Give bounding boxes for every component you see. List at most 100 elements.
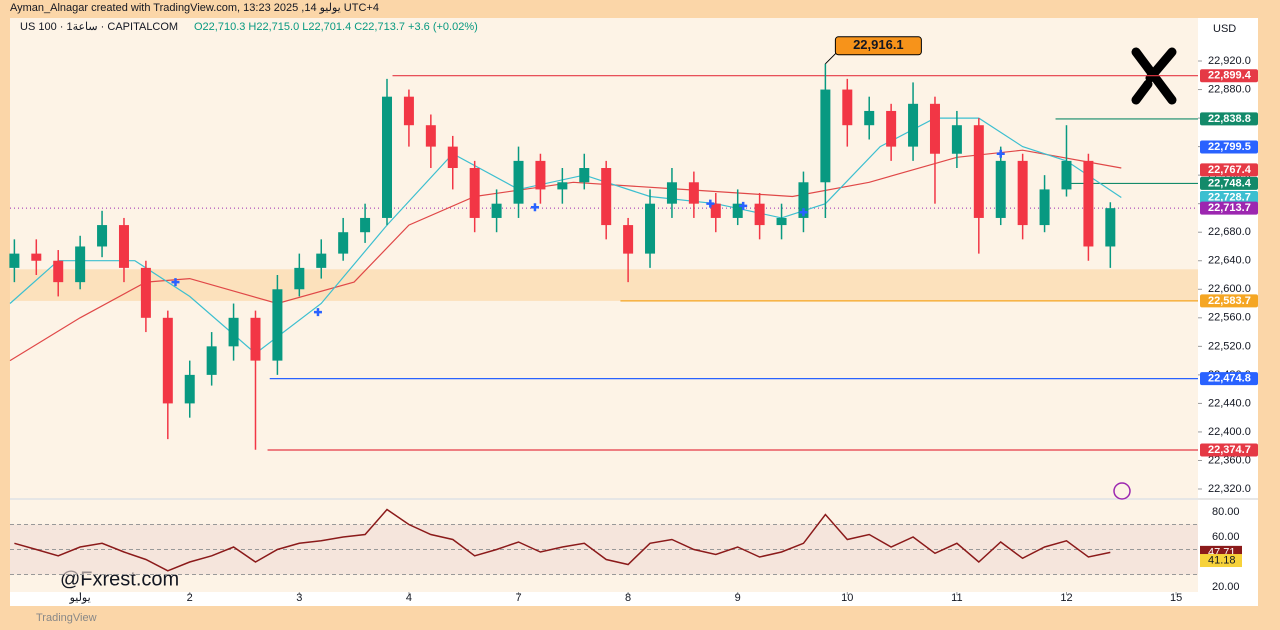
candle-body <box>645 203 656 254</box>
cross-marker <box>313 308 322 317</box>
candle-body <box>140 267 151 318</box>
rsi-tick-label: 20.00 <box>1212 581 1240 593</box>
candle-body <box>908 103 919 147</box>
candle-body <box>732 203 743 218</box>
candle-body <box>250 317 261 361</box>
candle-body <box>601 168 612 226</box>
icon <box>1113 482 1131 500</box>
candle-body <box>973 125 984 218</box>
y-tick-label: 22,600.0 <box>1208 283 1251 295</box>
candle-body <box>53 260 64 283</box>
candle-body <box>184 374 195 404</box>
price-tag <box>1200 140 1258 154</box>
price-tag <box>1200 201 1258 215</box>
candle-body <box>929 103 940 154</box>
y-tick-label: 22,880.0 <box>1208 83 1251 95</box>
footer: TradingView <box>36 612 97 624</box>
price-tag-label: 22,374.7 <box>1208 444 1251 456</box>
price-tag <box>1200 294 1258 308</box>
x-tick-label: يوليو <box>69 592 91 604</box>
candle-body <box>294 267 305 290</box>
rsi-line <box>14 508 1111 572</box>
cross-marker <box>706 199 715 208</box>
candle-body <box>842 89 853 126</box>
y-tick-label: 22,640.0 <box>1208 255 1251 267</box>
y-tick-label: 22,320.0 <box>1208 483 1251 495</box>
annotation-label: 22,916.1 <box>853 37 904 52</box>
cross-marker <box>171 278 180 287</box>
price-tag-label: 22,767.4 <box>1208 164 1252 176</box>
x-tick-label: 3 <box>296 592 302 604</box>
price-tag-label: 22,799.5 <box>1208 141 1251 153</box>
x-tick-label: 9 <box>735 592 741 604</box>
x-tick-label: 15 <box>1170 592 1182 604</box>
candle-body <box>710 203 721 218</box>
candle-body <box>557 182 568 190</box>
cross-marker <box>530 203 539 212</box>
x-tick-label: 10 <box>841 592 853 604</box>
x-tick-label: 8 <box>625 592 631 604</box>
candle-body <box>864 110 875 126</box>
price-tag-label: 22,728.7 <box>1208 191 1251 203</box>
candle-body <box>1017 160 1028 226</box>
candle-body <box>1039 189 1050 226</box>
candle-body <box>338 232 349 254</box>
candle-body <box>97 225 108 247</box>
candle-body <box>513 160 524 204</box>
candle-body <box>228 317 239 347</box>
candle-body <box>447 146 458 169</box>
candle-body <box>820 89 831 183</box>
x-tick-label: 12 <box>1060 592 1072 604</box>
candle-body <box>272 289 283 361</box>
candle-body <box>1083 160 1094 247</box>
y-tick-label: 22,560.0 <box>1208 312 1251 324</box>
y-tick-label: 22,680.0 <box>1208 226 1251 238</box>
candle-body <box>995 160 1006 218</box>
cross-marker <box>739 201 748 210</box>
rsi-ma-label: 41.18 <box>1208 554 1236 566</box>
candle-body <box>31 253 42 261</box>
annotation-box <box>834 36 922 56</box>
price-tag <box>1200 190 1258 204</box>
price-tag-label: 22,583.7 <box>1208 295 1251 307</box>
rsi-ma-tag <box>1200 554 1242 568</box>
y-tick-label: 22,440.0 <box>1208 397 1251 409</box>
y-tick-label: 22,400.0 <box>1208 426 1251 438</box>
candle-body <box>666 182 677 204</box>
candle-body <box>754 203 765 226</box>
price-tag <box>1200 112 1258 126</box>
candle-body <box>360 217 371 233</box>
rsi-tick-label: 80.00 <box>1212 506 1240 518</box>
x-tick-label: 11 <box>951 592 962 604</box>
price-tag-label: 22,838.8 <box>1208 113 1251 125</box>
price-tag-label: 22,474.8 <box>1208 372 1251 384</box>
price-tag <box>1200 163 1258 177</box>
candle-body <box>886 110 897 147</box>
candle-body <box>206 346 217 375</box>
candle-body <box>118 225 129 268</box>
rsi-tick-label: 60.00 <box>1212 531 1240 543</box>
ticker: US 100 · 1ساعة · CAPITALCOM <box>20 21 178 33</box>
ohlc: O22,710.3 H22,715.0 L22,701.4 C22,713.7 … <box>194 21 478 33</box>
price-tag <box>1200 176 1258 190</box>
main-pane <box>10 18 1198 498</box>
y-tick-label: 22,920.0 <box>1208 55 1251 67</box>
y-tick-label: 22,520.0 <box>1208 340 1251 352</box>
candle-body <box>535 160 546 190</box>
zone <box>10 269 1198 301</box>
candle-body <box>382 96 393 218</box>
candle-body <box>951 125 962 154</box>
candle-body <box>491 203 502 218</box>
x-tick-label: 7 <box>515 592 521 604</box>
candle-body <box>688 182 699 204</box>
y-tick-label: 22,360.0 <box>1208 454 1251 466</box>
candle-body <box>1105 208 1116 247</box>
ma-line <box>9 117 1122 355</box>
candle-body <box>1061 160 1072 190</box>
x-tick-label: 4 <box>406 592 412 604</box>
candle-body <box>798 182 809 218</box>
cross-marker <box>996 149 1005 158</box>
candle-body <box>75 246 86 283</box>
price-tag-label: 22,899.4 <box>1208 70 1252 82</box>
